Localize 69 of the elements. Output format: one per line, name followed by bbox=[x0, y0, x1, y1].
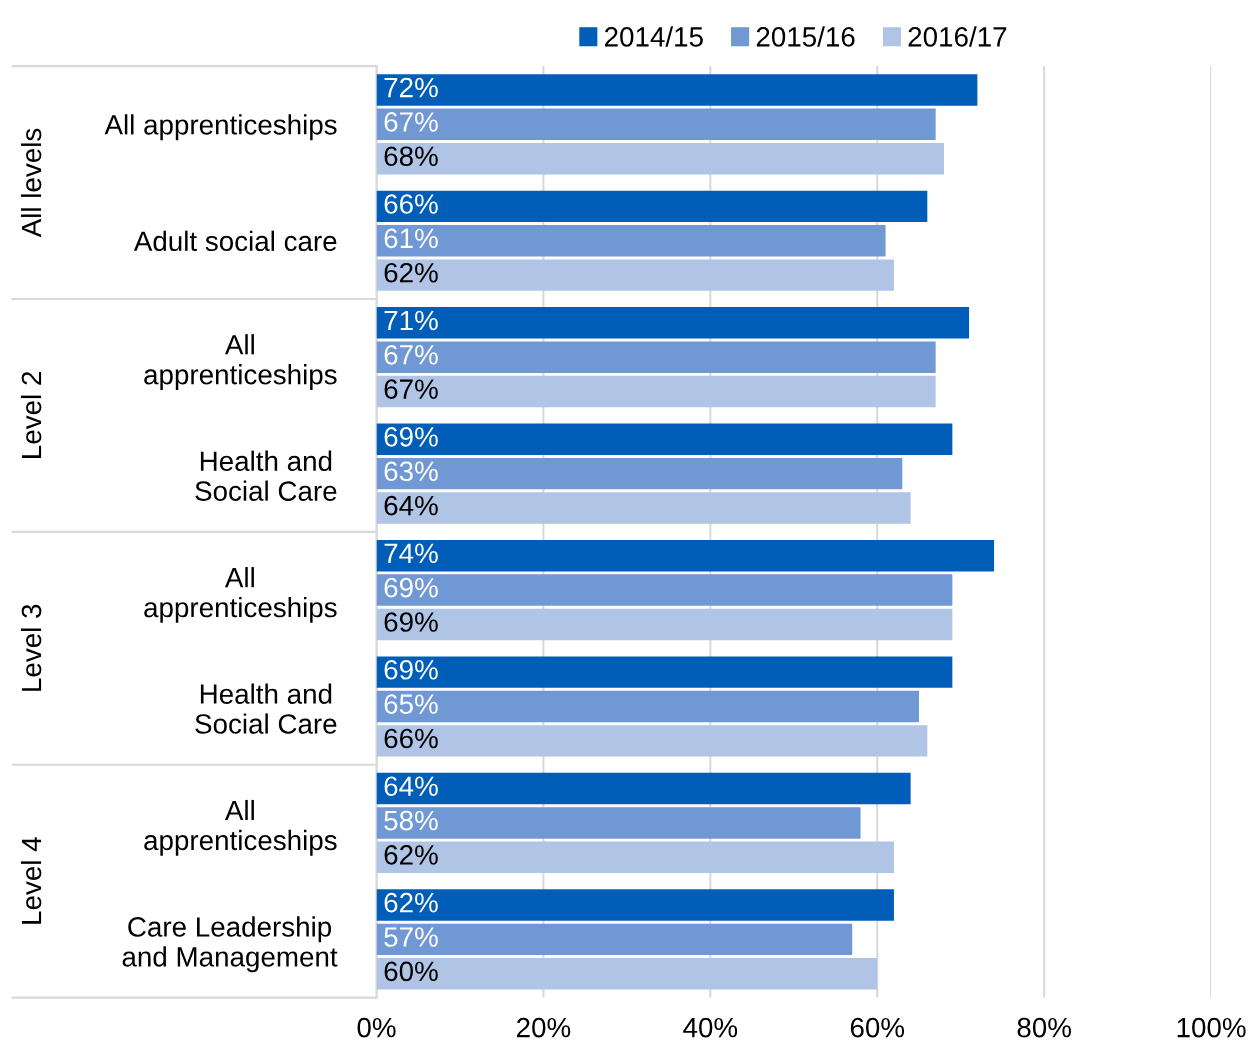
x-tick-label: 100% bbox=[1177, 1017, 1246, 1038]
bar bbox=[376, 225, 886, 257]
y-tick-label: Health and Social Care bbox=[195, 450, 337, 501]
data-label: 62% bbox=[384, 262, 438, 283]
bar bbox=[376, 190, 928, 223]
bar bbox=[376, 259, 894, 291]
data-label: 72% bbox=[384, 77, 438, 98]
data-label: 64% bbox=[384, 776, 438, 797]
data-label: 71% bbox=[384, 310, 438, 331]
bar bbox=[376, 574, 953, 606]
bar bbox=[376, 923, 853, 956]
y-tick-label: All apprenticeships bbox=[144, 334, 337, 390]
data-label: 67% bbox=[384, 344, 438, 365]
data-label: 61% bbox=[384, 228, 438, 249]
data-label: 66% bbox=[384, 194, 438, 214]
bar bbox=[376, 375, 936, 408]
bar bbox=[376, 457, 903, 490]
bar bbox=[376, 958, 878, 990]
data-label: 69% bbox=[384, 427, 438, 447]
data-label: 69% bbox=[384, 659, 438, 680]
data-label: 65% bbox=[384, 694, 438, 714]
y-tick-label: All apprenticeships bbox=[144, 799, 337, 856]
bar bbox=[376, 608, 953, 641]
data-label: 62% bbox=[384, 892, 438, 913]
data-label: 57% bbox=[384, 927, 438, 947]
bar bbox=[376, 725, 928, 757]
data-label: 63% bbox=[384, 461, 438, 482]
data-label: 68% bbox=[384, 146, 438, 167]
bar bbox=[376, 423, 953, 455]
legend-label: 2016/17 bbox=[908, 26, 1007, 47]
data-label: 62% bbox=[384, 845, 438, 865]
data-label: 66% bbox=[384, 728, 438, 749]
bar bbox=[376, 142, 945, 175]
y-tick-label: Care Leadership and Management bbox=[122, 916, 338, 973]
bar bbox=[376, 690, 919, 723]
legend-label: 2015/16 bbox=[756, 26, 855, 47]
y-tick-label: Adult social care bbox=[133, 230, 337, 252]
bar bbox=[376, 889, 894, 921]
y-tick-label: All apprenticeships bbox=[144, 567, 337, 623]
text: Level 3 bbox=[20, 604, 42, 691]
text: Level 2 bbox=[20, 372, 42, 458]
x-tick-label: 80% bbox=[1017, 1017, 1071, 1038]
data-label: 74% bbox=[384, 543, 438, 564]
bar bbox=[376, 656, 953, 688]
data-label: 60% bbox=[384, 961, 438, 982]
x-tick-label: 60% bbox=[850, 1017, 905, 1038]
y-tick-label: All apprenticeships bbox=[104, 114, 337, 141]
bar bbox=[376, 341, 936, 373]
legend-label: 2014/15 bbox=[605, 26, 703, 47]
y-tick-label: Health and Social Care bbox=[195, 683, 337, 734]
bar bbox=[376, 841, 894, 874]
bar bbox=[376, 74, 978, 106]
data-label: 69% bbox=[384, 612, 438, 632]
bar bbox=[376, 108, 936, 141]
text: All levels bbox=[20, 128, 42, 238]
data-label: 64% bbox=[384, 495, 438, 516]
x-tick-label: 20% bbox=[517, 1017, 571, 1038]
bar bbox=[376, 772, 911, 805]
bar bbox=[376, 307, 970, 339]
x-tick-label: 40% bbox=[683, 1017, 738, 1038]
bar bbox=[376, 539, 995, 572]
data-label: 69% bbox=[384, 577, 438, 598]
data-label: 67% bbox=[384, 112, 438, 132]
bar bbox=[376, 492, 911, 524]
bar bbox=[376, 807, 861, 839]
data-label: 58% bbox=[384, 810, 438, 831]
text: Level 4 bbox=[20, 837, 42, 924]
x-tick-label: 0% bbox=[357, 1017, 396, 1038]
data-label: 67% bbox=[384, 379, 438, 399]
